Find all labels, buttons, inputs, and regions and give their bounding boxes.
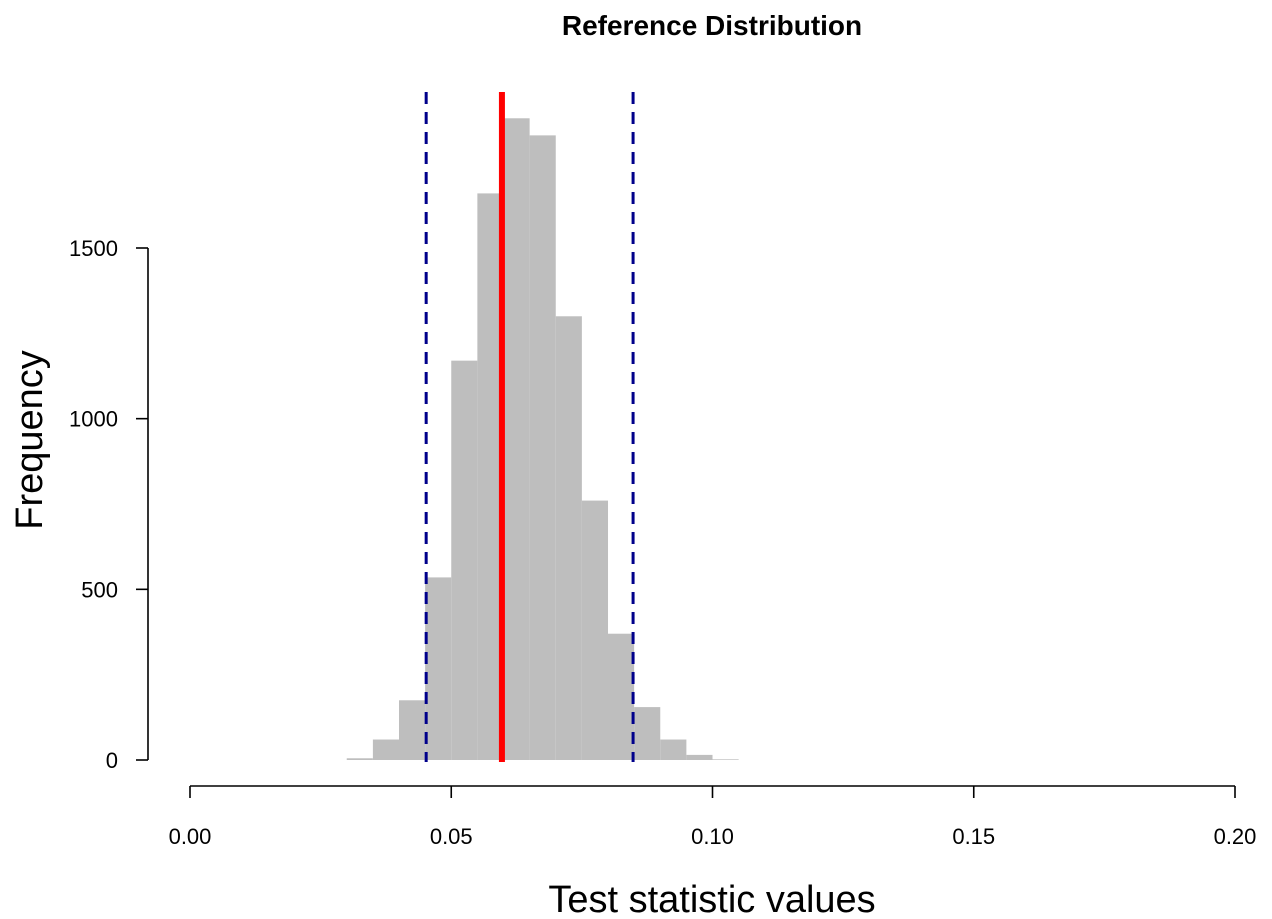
histogram-bar-10 bbox=[608, 633, 635, 760]
histogram-bar-11 bbox=[634, 707, 661, 760]
histogram-bar-4 bbox=[451, 360, 478, 760]
x-tick-label-0.15: 0.15 bbox=[952, 824, 995, 849]
histogram-bar-7 bbox=[529, 135, 556, 761]
reference-lines bbox=[424, 92, 635, 762]
histogram-bars bbox=[346, 118, 739, 761]
y-tick-label-0: 0 bbox=[106, 748, 118, 773]
x-tick-label-0.20: 0.20 bbox=[1214, 824, 1257, 849]
histogram-bar-1 bbox=[372, 739, 400, 760]
x-tick-label-0.10: 0.10 bbox=[691, 824, 734, 849]
histogram-bar-14 bbox=[712, 759, 739, 760]
histogram-bar-9 bbox=[581, 500, 609, 760]
chart-title: Reference Distribution bbox=[562, 10, 862, 41]
x-tick-label-0.00: 0.00 bbox=[169, 824, 212, 849]
histogram-bar-0 bbox=[346, 758, 373, 760]
y-tick-label-500: 500 bbox=[81, 577, 118, 602]
y-tick-label-1500: 1500 bbox=[69, 236, 118, 261]
histogram-bar-6 bbox=[503, 118, 530, 761]
histogram-bar-13 bbox=[686, 754, 713, 760]
y-tick-label-1000: 1000 bbox=[69, 407, 118, 432]
y-axis-title: Frequency bbox=[9, 350, 51, 530]
histogram-bar-2 bbox=[399, 700, 426, 760]
x-tick-label-0.05: 0.05 bbox=[430, 824, 473, 849]
histogram-bar-12 bbox=[660, 739, 687, 760]
histogram-bar-8 bbox=[555, 316, 582, 760]
y-axis: 0 500 1000 1500 bbox=[69, 236, 149, 773]
x-axis-title: Test statistic values bbox=[548, 879, 875, 919]
x-axis: 0.00 0.05 0.10 0.15 0.20 bbox=[169, 785, 1257, 849]
histogram-bar-3 bbox=[425, 577, 452, 760]
